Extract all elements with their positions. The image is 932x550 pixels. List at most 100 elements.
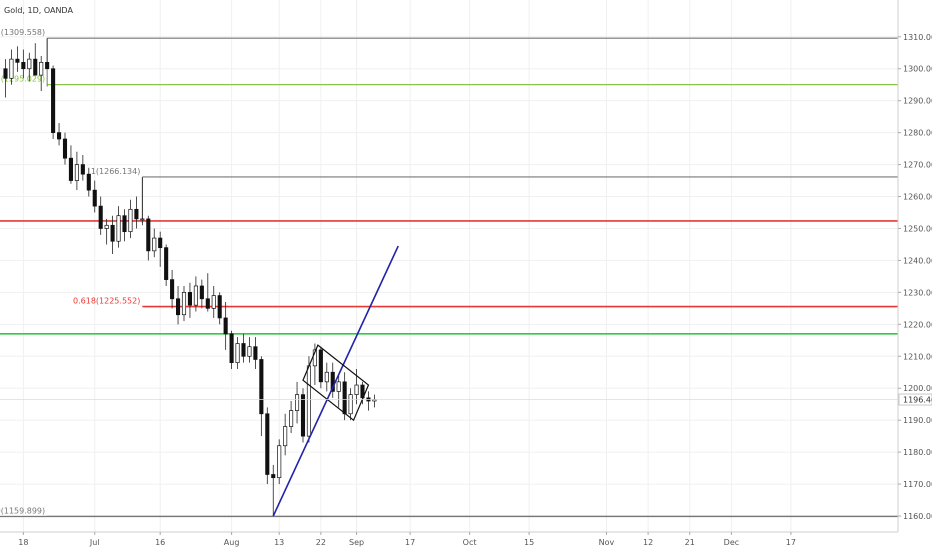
candle-down[interactable] xyxy=(86,173,91,191)
candle-down[interactable] xyxy=(92,189,97,207)
candle-down[interactable] xyxy=(33,58,38,76)
current-price-label: 1196.460 xyxy=(903,396,932,405)
candle-up[interactable] xyxy=(181,292,187,316)
drawings xyxy=(0,245,898,517)
time-tick-label: Sep xyxy=(349,538,364,547)
fib-level-label: 0.618(1225.552) xyxy=(73,297,140,306)
price-axis[interactable]: 1310.000 1300.000 1290.000 1280.000 1270.000… xyxy=(898,33,932,521)
candle-up[interactable] xyxy=(306,365,312,437)
candle-down[interactable] xyxy=(146,218,151,252)
candle-up[interactable] xyxy=(354,384,359,395)
candle-down[interactable] xyxy=(80,164,85,175)
candle-up[interactable] xyxy=(348,394,353,415)
candles xyxy=(3,38,377,517)
current-price-tag: 1196.460 xyxy=(898,393,932,406)
candle-down[interactable] xyxy=(68,157,74,181)
fib-levels: 1(1309.558)1.272(1295.029)1(1266.134)18(… xyxy=(0,28,898,518)
candle-down[interactable] xyxy=(62,138,68,159)
candle-down[interactable] xyxy=(253,346,258,360)
candle-down[interactable] xyxy=(318,349,323,383)
candle-down[interactable] xyxy=(15,58,20,63)
candle-up[interactable] xyxy=(336,381,341,392)
candle-up[interactable] xyxy=(295,394,300,411)
price-tick-label: 1270.000 xyxy=(903,161,932,170)
time-tick-label: Oct xyxy=(463,538,477,547)
candle-up[interactable] xyxy=(152,237,157,252)
price-tick-label: 1210.000 xyxy=(903,352,932,361)
candle-down[interactable] xyxy=(223,317,228,335)
candle-up[interactable] xyxy=(27,58,32,70)
candle-down[interactable] xyxy=(158,237,163,248)
candle-down[interactable] xyxy=(51,68,56,133)
candle-up[interactable] xyxy=(9,58,14,79)
time-tick-label: 18 xyxy=(18,538,28,547)
flag-channel[interactable] xyxy=(302,344,370,422)
candle-down[interactable] xyxy=(241,343,246,357)
trendline[interactable] xyxy=(272,245,399,517)
time-tick-label: Aug xyxy=(224,538,240,547)
candle-down[interactable] xyxy=(3,68,8,79)
candle-down[interactable] xyxy=(164,247,169,280)
candle-down[interactable] xyxy=(122,215,127,233)
price-tick-label: 1240.000 xyxy=(903,256,932,265)
candle-down[interactable] xyxy=(45,61,50,70)
price-tick-label: 1220.000 xyxy=(903,320,932,329)
candle-down[interactable] xyxy=(98,205,103,229)
time-axis[interactable]: 18 Jul 16 Aug 13 22 Sep 17 Oct 15 Nov 12 21 Dec 17 xyxy=(18,532,796,547)
candle-down[interactable] xyxy=(199,285,204,300)
candle-down[interactable] xyxy=(110,224,115,242)
candle-down[interactable] xyxy=(205,298,210,309)
time-tick-label: Jul xyxy=(89,538,100,547)
candle-up[interactable] xyxy=(283,426,288,447)
price-tick-label: 1170.000 xyxy=(903,480,932,489)
grid-layer xyxy=(0,0,898,532)
candle-up[interactable] xyxy=(247,346,252,357)
price-tick-label: 1260.000 xyxy=(903,193,932,202)
time-tick-label: Dec xyxy=(724,538,739,547)
candle-down[interactable] xyxy=(21,61,26,70)
price-tick-label: 1310.000 xyxy=(903,33,932,42)
price-tick-label: 1190.000 xyxy=(903,416,932,425)
candle-down[interactable] xyxy=(229,333,234,364)
price-tick-label: 1160.000 xyxy=(903,512,932,521)
candle-down[interactable] xyxy=(300,394,306,437)
candle-down[interactable] xyxy=(187,292,193,306)
candle-up[interactable] xyxy=(140,218,145,221)
candle-down[interactable] xyxy=(170,279,175,300)
fib-level-label: 0(1159.899) xyxy=(0,506,45,515)
candle-up[interactable] xyxy=(74,164,79,181)
candle-down[interactable] xyxy=(342,381,347,415)
candle-down[interactable] xyxy=(271,474,276,479)
candle-up[interactable] xyxy=(277,445,282,479)
candle-up[interactable] xyxy=(289,410,294,427)
time-tick-label: 17 xyxy=(405,538,415,547)
candle-up[interactable] xyxy=(128,208,133,233)
candle-down[interactable] xyxy=(176,298,181,316)
price-tick-label: 1250.000 xyxy=(903,224,932,233)
price-tick-label: 1280.000 xyxy=(903,129,932,138)
candle-up[interactable] xyxy=(324,371,329,383)
fib-level-label: 1(1266.134) xyxy=(91,167,141,176)
candle-down[interactable] xyxy=(265,413,270,475)
candle-up[interactable] xyxy=(312,349,317,367)
candle-up[interactable] xyxy=(104,224,109,229)
candle-up[interactable] xyxy=(211,295,216,309)
fib-level-label: 1(1309.558) xyxy=(0,28,45,37)
candle-down[interactable] xyxy=(134,208,139,220)
time-tick-label: 12 xyxy=(643,538,653,547)
fib-level-label: 1.272(1295.029) xyxy=(0,75,45,84)
candle-up[interactable] xyxy=(116,215,121,242)
candle-down[interactable] xyxy=(259,359,264,415)
chart-title: Gold, 1D, OANDA xyxy=(4,6,73,15)
candle-down[interactable] xyxy=(217,295,222,319)
candle-up[interactable] xyxy=(235,343,240,364)
time-tick-label: 17 xyxy=(786,538,796,547)
candle-up[interactable] xyxy=(193,285,198,306)
price-tick-label: 1230.000 xyxy=(903,288,932,297)
candle-up[interactable] xyxy=(39,61,44,76)
candle-down[interactable] xyxy=(56,132,62,140)
price-tick-label: 1300.000 xyxy=(903,65,932,74)
candle-down[interactable] xyxy=(330,371,335,392)
